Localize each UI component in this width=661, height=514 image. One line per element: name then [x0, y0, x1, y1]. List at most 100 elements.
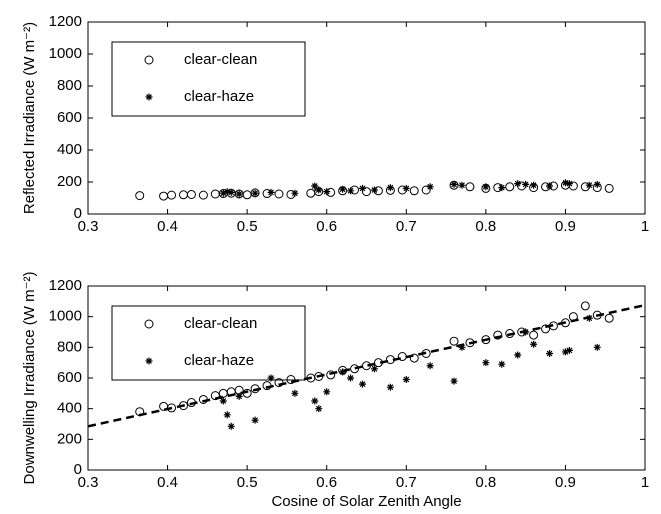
y-tick-label: 200 [57, 430, 82, 447]
point [580, 301, 590, 311]
point [135, 191, 145, 201]
point [402, 184, 410, 192]
point [450, 180, 458, 188]
legend-marker [144, 319, 154, 329]
y-tick-label: 1000 [49, 308, 82, 325]
point [210, 189, 220, 199]
point [514, 180, 522, 188]
x-tick-label: 0.6 [316, 218, 337, 235]
legend-label: clear-clean [184, 315, 257, 332]
point [482, 359, 490, 367]
y-tick-label: 0 [74, 205, 82, 222]
x-axis-label: Cosine of Solar Zenith Angle [271, 493, 461, 510]
point [267, 188, 275, 196]
y-tick-label: 1000 [49, 45, 82, 62]
point [409, 353, 419, 363]
point [482, 183, 490, 191]
point [219, 397, 227, 405]
point [522, 180, 530, 188]
legend-marker [145, 93, 153, 101]
point [218, 388, 228, 398]
legend-label: clear-haze [184, 88, 254, 105]
point [522, 328, 530, 336]
y-tick-label: 800 [57, 77, 82, 94]
point [178, 190, 188, 200]
y-tick-label: 0 [74, 461, 82, 478]
x-tick-label: 1 [641, 474, 649, 491]
point [315, 186, 323, 194]
point [359, 184, 367, 192]
point [481, 335, 491, 345]
point [458, 181, 466, 189]
y-tick-label: 800 [57, 338, 82, 355]
point [565, 346, 573, 354]
point [262, 381, 272, 391]
point [251, 189, 259, 197]
point [359, 380, 367, 388]
point [560, 318, 570, 328]
y-tick-label: 1200 [49, 13, 82, 30]
x-tick-label: 0.4 [157, 218, 178, 235]
x-tick-label: 0.7 [396, 474, 417, 491]
legend-box [111, 41, 306, 117]
point [505, 182, 515, 192]
y-axis-label: Reflected Irradiance (W m⁻²) [21, 22, 38, 214]
point [530, 340, 538, 348]
point [604, 313, 614, 323]
point [251, 416, 259, 424]
point [198, 394, 208, 404]
x-tick-label: 0.7 [396, 218, 417, 235]
point [159, 191, 169, 201]
point [167, 190, 177, 200]
point [323, 188, 331, 196]
point [291, 389, 299, 397]
y-tick-label: 1200 [49, 277, 82, 294]
point [242, 190, 252, 200]
x-tick-label: 1 [641, 218, 649, 235]
point [323, 388, 331, 396]
point [311, 182, 319, 190]
point [529, 330, 539, 340]
point [465, 338, 475, 348]
point [339, 185, 347, 193]
legend-label: clear-haze [184, 352, 254, 369]
y-axis-label: Downwelling Irradiance (W m⁻²) [21, 272, 38, 485]
point [498, 184, 506, 192]
point [267, 374, 275, 382]
x-tick-label: 0.5 [237, 218, 258, 235]
point [350, 364, 360, 374]
point [593, 343, 601, 351]
point [223, 411, 231, 419]
point [568, 312, 578, 322]
point [362, 361, 371, 371]
point [186, 189, 196, 199]
point [593, 180, 601, 188]
point [546, 182, 554, 190]
point [347, 374, 355, 382]
point [585, 314, 593, 322]
point [210, 391, 220, 401]
point [326, 370, 336, 380]
x-tick-label: 0.4 [157, 474, 178, 491]
point [505, 329, 515, 339]
point [546, 349, 554, 357]
legend-marker [144, 55, 154, 65]
point [450, 377, 458, 385]
point [498, 360, 506, 368]
point [370, 365, 378, 373]
point [370, 186, 378, 194]
point [373, 358, 383, 368]
point [314, 371, 324, 381]
fit-line [87, 303, 646, 428]
x-tick-label: 0.8 [475, 218, 496, 235]
point [386, 184, 394, 192]
point [274, 378, 284, 388]
x-tick-label: 0.9 [555, 218, 576, 235]
y-tick-label: 400 [57, 400, 82, 417]
point [223, 188, 231, 196]
point [235, 392, 243, 400]
point [291, 189, 299, 197]
point [306, 188, 316, 198]
y-tick-label: 600 [57, 109, 82, 126]
